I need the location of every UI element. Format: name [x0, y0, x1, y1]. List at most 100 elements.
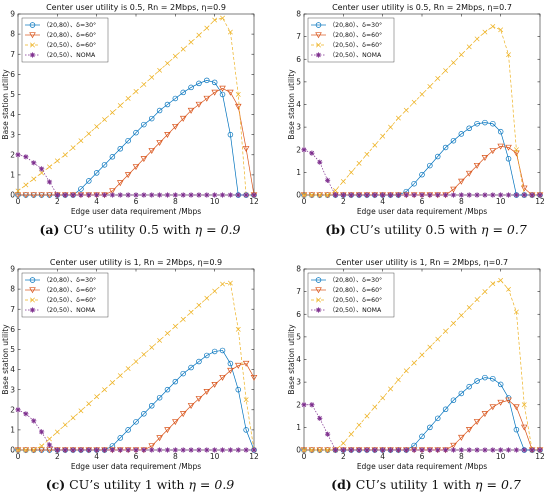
data-point: [203, 389, 211, 395]
data-point: [219, 347, 226, 354]
data-point: [251, 447, 257, 453]
y-tick-label: 4: [296, 100, 301, 109]
legend-label: （20,80）、δ=30°: [43, 276, 96, 284]
data-point: [520, 185, 528, 192]
data-point: [187, 403, 195, 410]
data-point: [458, 192, 464, 198]
data-point: [94, 447, 100, 453]
data-point: [235, 192, 241, 198]
data-point: [387, 447, 394, 453]
chart-panel-d: Center user utility is 1, Rn = 2Mbps, η=…: [287, 258, 545, 492]
data-point: [242, 360, 250, 367]
legend-marker: [315, 277, 322, 283]
y-tick-label: 3: [10, 130, 15, 139]
data-point: [427, 162, 433, 169]
data-point: [481, 155, 489, 161]
data-point: [212, 192, 218, 198]
data-point: [473, 162, 481, 169]
data-point: [482, 119, 488, 126]
data-point: [211, 79, 218, 86]
x-tick-label: 8: [459, 197, 464, 206]
data-point: [482, 192, 488, 198]
data-point: [46, 442, 53, 448]
data-point: [458, 312, 464, 318]
data-point: [156, 394, 163, 401]
legend-label: （20,50）、NOMA: [329, 52, 382, 59]
data-point: [340, 440, 346, 446]
data-point: [102, 387, 107, 393]
data-point: [62, 152, 68, 158]
data-point: [235, 447, 241, 453]
data-point: [505, 447, 512, 453]
data-point: [474, 192, 480, 198]
data-point: [301, 147, 307, 153]
data-point: [348, 169, 354, 175]
legend: （20,80）、δ=30° （20,80）、δ=60° （20,50）、δ=60° （…: [21, 272, 109, 318]
data-point: [148, 403, 155, 409]
data-point: [86, 192, 92, 198]
x-tick-label: 6: [420, 197, 425, 206]
data-point: [419, 192, 425, 198]
caption-equation: η = 0.7: [475, 477, 521, 492]
legend-label: （20,50）、NOMA: [43, 307, 96, 314]
x-tick-label: 10: [210, 452, 220, 461]
data-point: [490, 23, 496, 29]
data-point: [39, 443, 45, 449]
data-point: [212, 288, 218, 294]
legend-label: （20,50）、δ=60°: [43, 41, 96, 49]
data-point: [117, 435, 124, 441]
data-point: [196, 447, 202, 453]
data-point: [529, 192, 535, 198]
data-point: [434, 153, 441, 160]
data-point: [195, 396, 203, 403]
data-point: [133, 419, 139, 425]
data-point: [243, 192, 249, 198]
data-point: [317, 159, 323, 165]
y-tick-label: 7: [296, 32, 301, 41]
data-point: [520, 424, 528, 431]
data-point: [140, 156, 148, 163]
caption-equation: η = 0.9: [195, 222, 241, 237]
data-point: [109, 192, 115, 198]
data-point: [466, 125, 472, 132]
data-point: [164, 192, 171, 198]
y-tick-label: 3: [296, 123, 301, 132]
data-point: [157, 337, 163, 343]
data-point: [156, 435, 163, 442]
data-point: [109, 447, 115, 453]
x-tick-label: 8: [173, 452, 178, 461]
data-point: [172, 378, 179, 385]
legend-marker: [29, 307, 36, 313]
data-point: [23, 411, 29, 417]
data-point: [46, 192, 53, 199]
data-point: [164, 386, 171, 393]
y-tick-label: 0: [296, 191, 301, 200]
data-point: [204, 25, 210, 31]
caption-label: (a): [40, 222, 60, 237]
data-point: [498, 447, 504, 453]
legend-marker: [30, 297, 35, 303]
data-point: [411, 360, 417, 366]
data-point: [419, 433, 425, 440]
data-point: [451, 320, 456, 326]
data-point: [505, 192, 512, 198]
legend: （20,80）、δ=30° （20,80）、δ=60° （20,50）、δ=60° （…: [307, 17, 395, 63]
y-tick-label: 6: [10, 70, 15, 79]
legend-label: （20,50）、δ=60°: [329, 41, 382, 49]
data-point: [325, 447, 331, 453]
subfigure-caption: (b) CU’s utility 0.5 with η = 0.7: [325, 222, 527, 237]
legend: （20,80）、δ=30° （20,80）、δ=60° （20,50）、δ=60° （…: [21, 17, 109, 63]
data-point: [498, 27, 504, 33]
data-point: [179, 411, 187, 418]
data-point: [348, 447, 354, 453]
y-tick-label: 7: [10, 50, 15, 59]
data-point: [450, 442, 457, 449]
data-point: [243, 397, 249, 403]
data-point: [101, 192, 108, 198]
data-point: [188, 309, 194, 315]
legend-label: （20,50）、δ=60°: [329, 296, 382, 304]
data-point: [157, 447, 163, 453]
data-point: [235, 386, 242, 393]
data-point: [172, 53, 178, 59]
data-point: [188, 84, 194, 91]
